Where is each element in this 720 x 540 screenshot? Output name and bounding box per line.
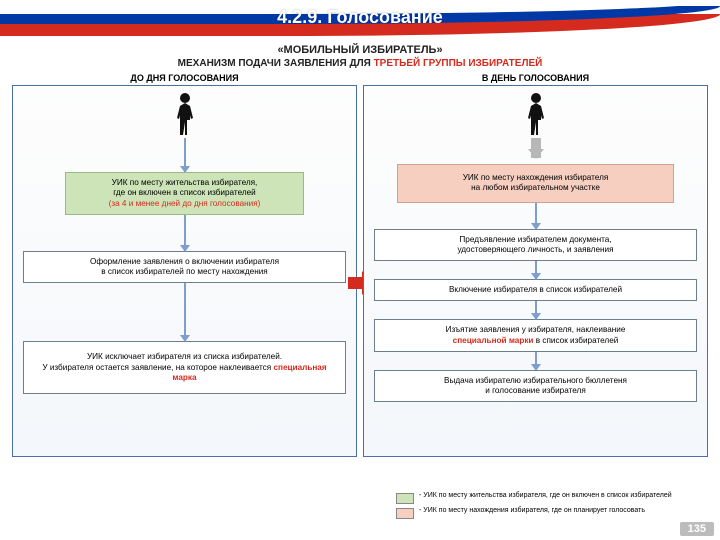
subtitle-part-a: МЕХАНИЗМ ПОДАЧИ ЗАЯВЛЕНИЯ ДЛЯ <box>178 58 374 69</box>
left-box-application: Оформление заявления о включении избират… <box>23 251 346 284</box>
arrow-down-icon <box>184 283 186 341</box>
text-line: и голосование избирателя <box>381 386 690 396</box>
text-line: Выдача избирателю избирательного бюллете… <box>381 376 690 386</box>
left-box-uik-residence: УИК по месту жительства избирателя, где … <box>65 172 304 215</box>
left-col-title: ДО ДНЯ ГОЛОСОВАНИЯ <box>12 73 357 83</box>
arrow-down-icon <box>535 203 537 229</box>
text-line: в список избирателей по месту нахождения <box>30 267 339 277</box>
right-col-title: В ДЕНЬ ГОЛОСОВАНИЯ <box>363 73 708 83</box>
text-line: (за 4 и менее дней до дня голосования) <box>72 199 297 209</box>
text-span: в список избирателей <box>533 336 618 345</box>
legend-label: - УИК по месту нахождения избирателя, гд… <box>419 507 645 514</box>
text-line: У избирателя остается заявление, на кото… <box>32 363 337 384</box>
text-line: Включение избирателя в список избирателе… <box>381 285 690 295</box>
person-icon <box>523 92 549 136</box>
legend-swatch-green <box>396 493 414 504</box>
text-line: удостоверяющего личность, и заявления <box>381 245 690 255</box>
left-column: ДО ДНЯ ГОЛОСОВАНИЯ УИК по месту жительст… <box>12 69 357 457</box>
arrow-down-icon <box>535 261 537 279</box>
text-span: специальной марки <box>453 336 534 345</box>
right-box-uik-location: УИК по месту нахождения избирателя на лю… <box>397 164 675 203</box>
text-line: Предъявление избирателем документа, <box>381 235 690 245</box>
right-box-inclusion: Включение избирателя в список избирателе… <box>374 279 697 301</box>
right-column: В ДЕНЬ ГОЛОСОВАНИЯ УИК по месту нахожден… <box>363 69 708 457</box>
text-line: где он включен в список избирателей <box>72 188 297 198</box>
right-box-present-doc: Предъявление избирателем документа, удос… <box>374 229 697 262</box>
text-line: УИК по месту жительства избирателя, <box>72 178 297 188</box>
flag-header: 4.2.9. Голосование <box>0 0 720 38</box>
legend-label: - УИК по месту жительства избирателя, гд… <box>419 492 672 499</box>
text-span: У избирателя остается заявление, на кото… <box>42 363 273 372</box>
text-line: УИК исключает избирателя из списка избир… <box>32 352 337 362</box>
text-line: Изъятие заявления у избирателя, наклеива… <box>381 325 690 335</box>
page-title: 4.2.9. Голосование <box>0 7 720 28</box>
right-panel: УИК по месту нахождения избирателя на лю… <box>363 85 708 457</box>
text-line: на любом избирательном участке <box>404 183 668 193</box>
left-box-exclusion: УИК исключает избирателя из списка избир… <box>23 341 346 394</box>
legend: - УИК по месту жительства избирателя, гд… <box>396 492 706 522</box>
subtitle-mechanism: МЕХАНИЗМ ПОДАЧИ ЗАЯВЛЕНИЯ ДЛЯ ТРЕТЬЕЙ ГР… <box>0 58 720 69</box>
left-panel: УИК по месту жительства избирателя, где … <box>12 85 357 457</box>
arrow-down-gray-icon <box>531 138 541 158</box>
right-box-ballot: Выдача избирателю избирательного бюллете… <box>374 370 697 403</box>
text-line: УИК по месту нахождения избирателя <box>404 173 668 183</box>
right-box-seizure: Изъятие заявления у избирателя, наклеива… <box>374 319 697 352</box>
subtitle-part-b: ТРЕТЬЕЙ ГРУППЫ ИЗБИРАТЕЛЕЙ <box>374 58 543 69</box>
text-line: Оформление заявления о включении избират… <box>30 257 339 267</box>
page-number: 135 <box>680 522 714 536</box>
text-span: Изъятие заявления у избирателя, наклеива… <box>446 325 626 334</box>
arrow-down-icon <box>535 301 537 319</box>
legend-row-pink: - УИК по месту нахождения избирателя, гд… <box>396 507 706 519</box>
legend-row-green: - УИК по месту жительства избирателя, гд… <box>396 492 706 504</box>
arrow-down-icon <box>535 352 537 370</box>
text-line: специальной марки в список избирателей <box>381 336 690 346</box>
person-icon <box>172 92 198 136</box>
subtitle-mobile-voter: «МОБИЛЬНЫЙ ИЗБИРАТЕЛЬ» <box>0 44 720 56</box>
arrow-down-icon <box>184 215 186 251</box>
arrow-down-icon <box>184 138 186 172</box>
legend-swatch-pink <box>396 508 414 519</box>
